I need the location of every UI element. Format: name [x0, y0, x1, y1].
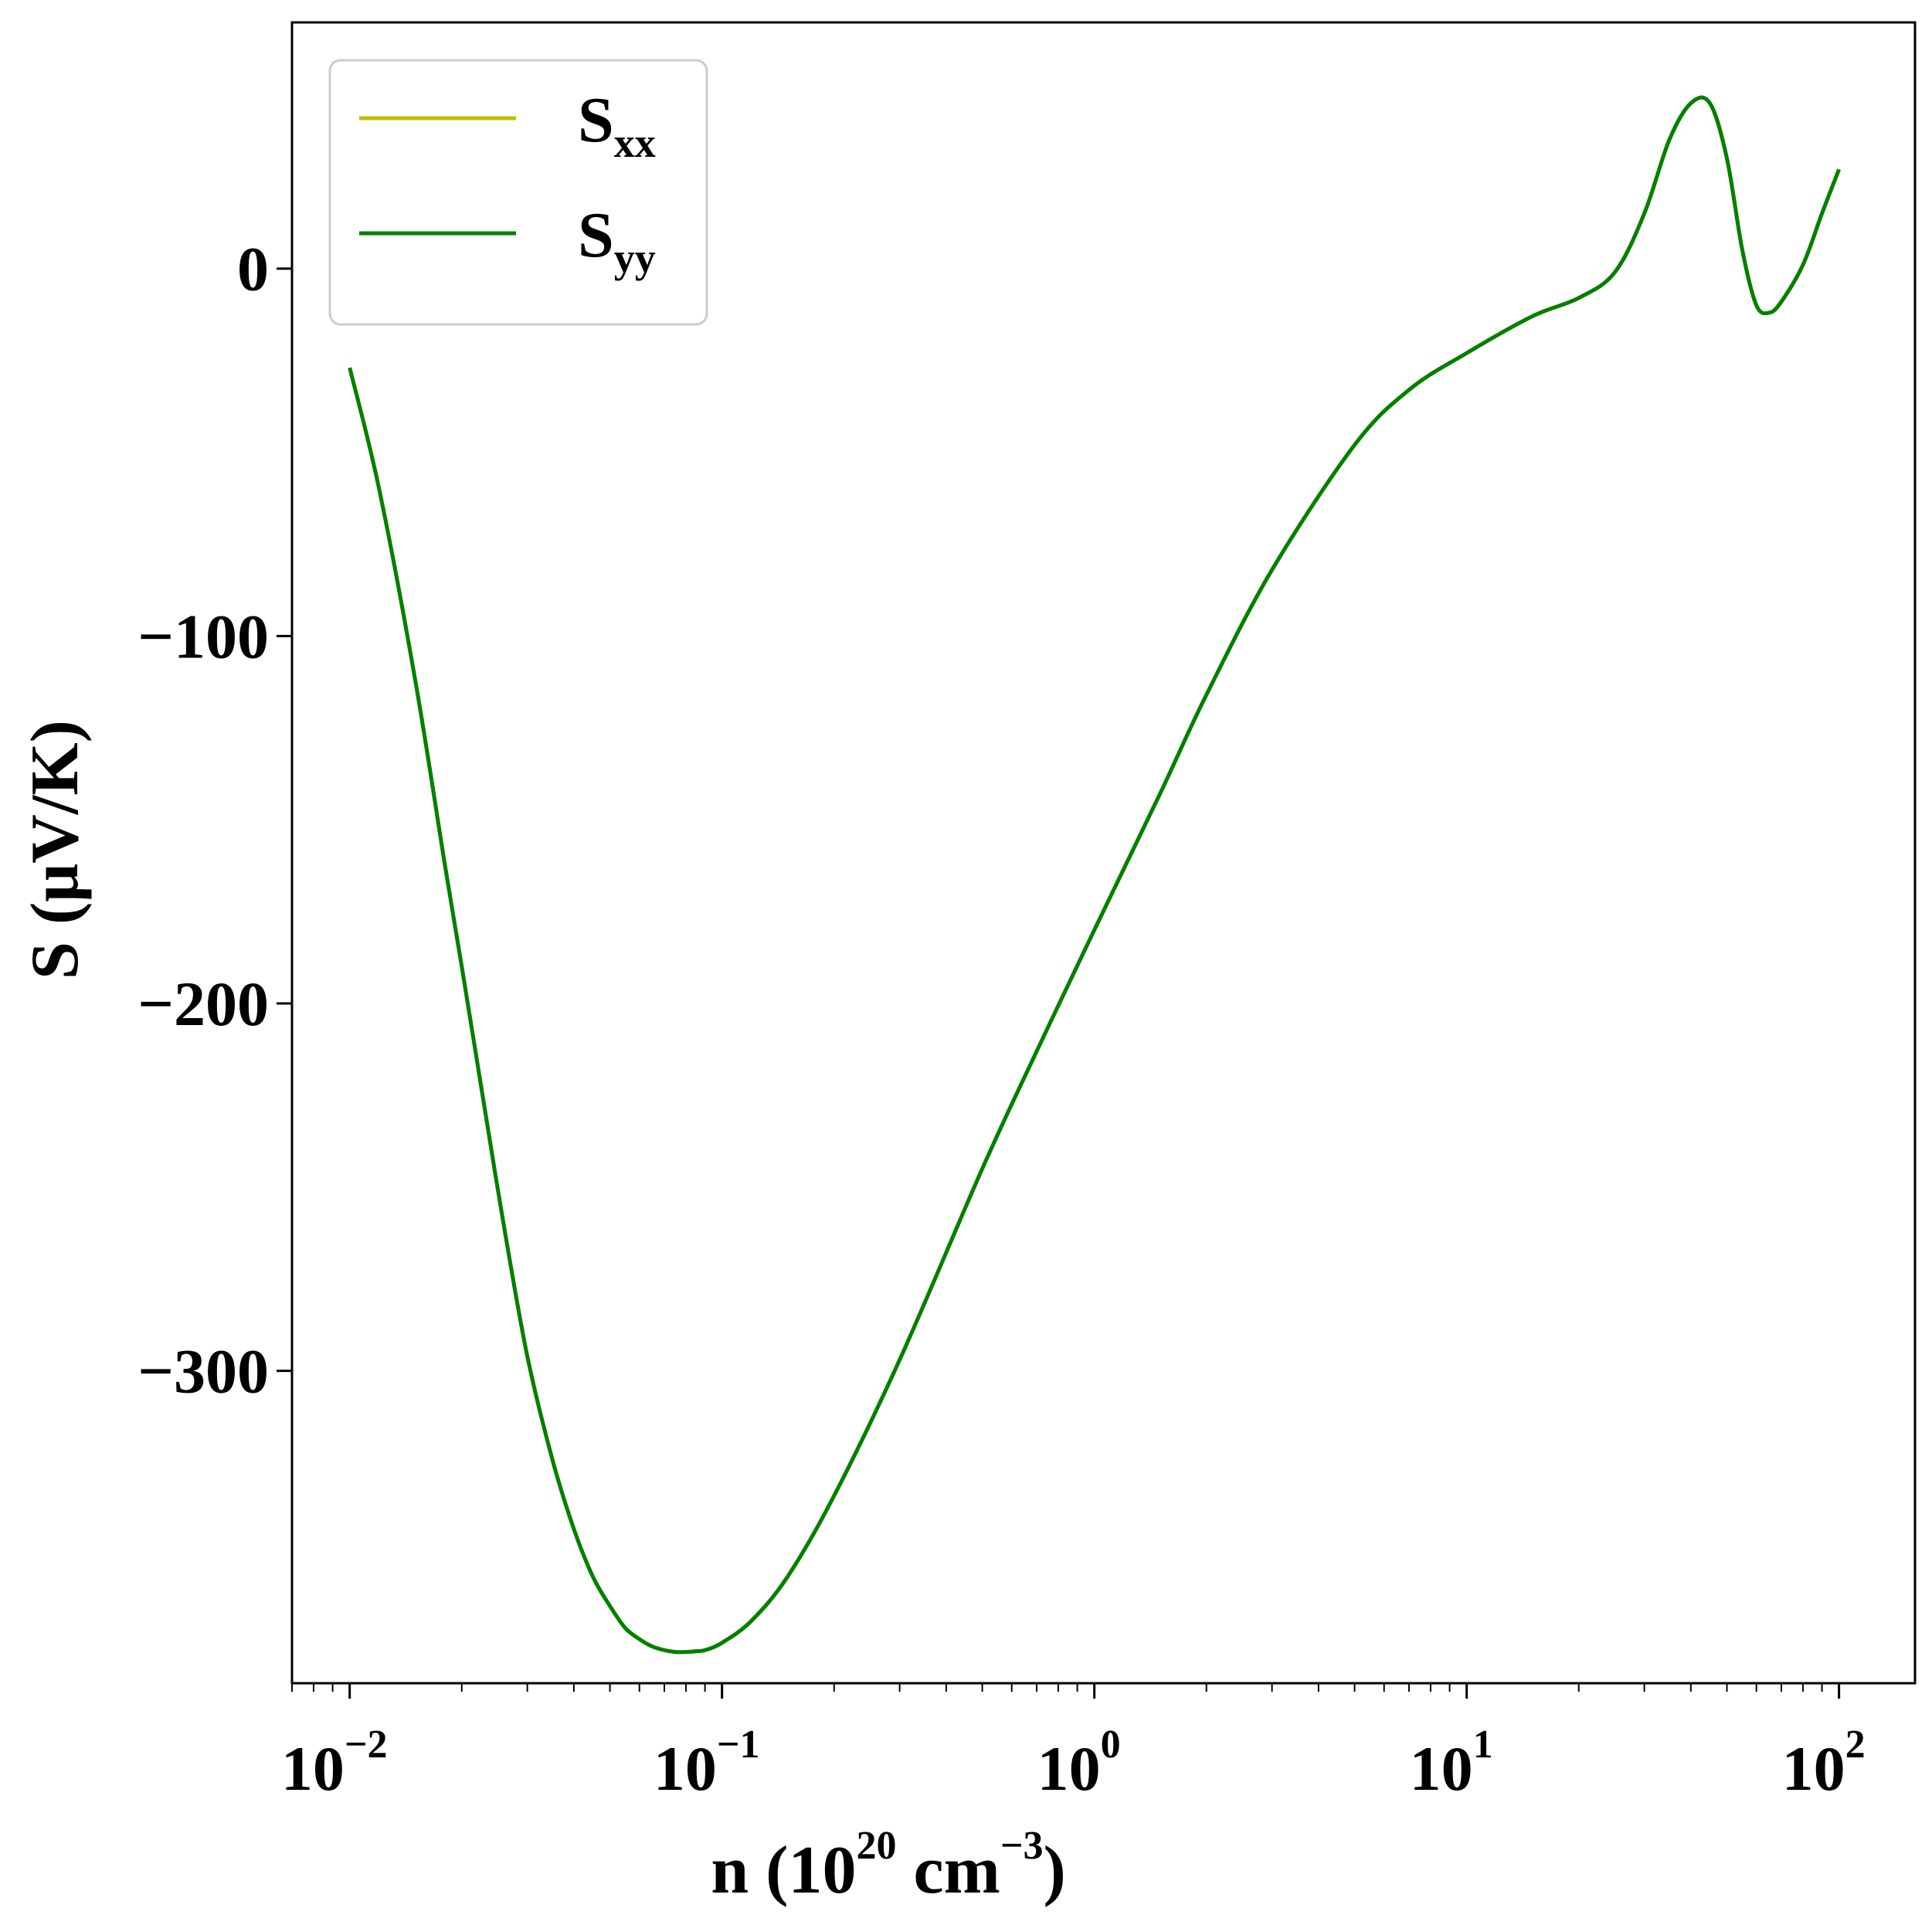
y-tick-label: 0	[237, 234, 269, 304]
x-axis-label: n (1020 cm−3)	[711, 1824, 1066, 1908]
series-line-syy	[348, 95, 1841, 1655]
x-tick-label: 10−1	[654, 1723, 760, 1804]
legend-box	[328, 59, 708, 326]
legend: Sxx Syy	[328, 59, 708, 326]
plot-area-frame	[290, 21, 1917, 1685]
series-layer	[348, 95, 1841, 1655]
y-axis-label: S (μV/K)	[18, 720, 93, 979]
x-tick-label: 102	[1782, 1723, 1866, 1804]
x-tick-label: 10−2	[281, 1723, 388, 1804]
y-tick-label: −100	[138, 601, 269, 671]
x-tick-label: 101	[1410, 1723, 1493, 1804]
legend-label-sxx: Sxx	[578, 84, 656, 166]
y-tick-label: −300	[138, 1336, 269, 1407]
y-tick-label: −200	[138, 969, 269, 1039]
x-tick-label: 100	[1037, 1723, 1121, 1804]
tick-layer: 10−2 10−1 100 101 102 0 −100 −200 −300	[138, 234, 1865, 1804]
legend-label-syy: Syy	[578, 199, 656, 281]
